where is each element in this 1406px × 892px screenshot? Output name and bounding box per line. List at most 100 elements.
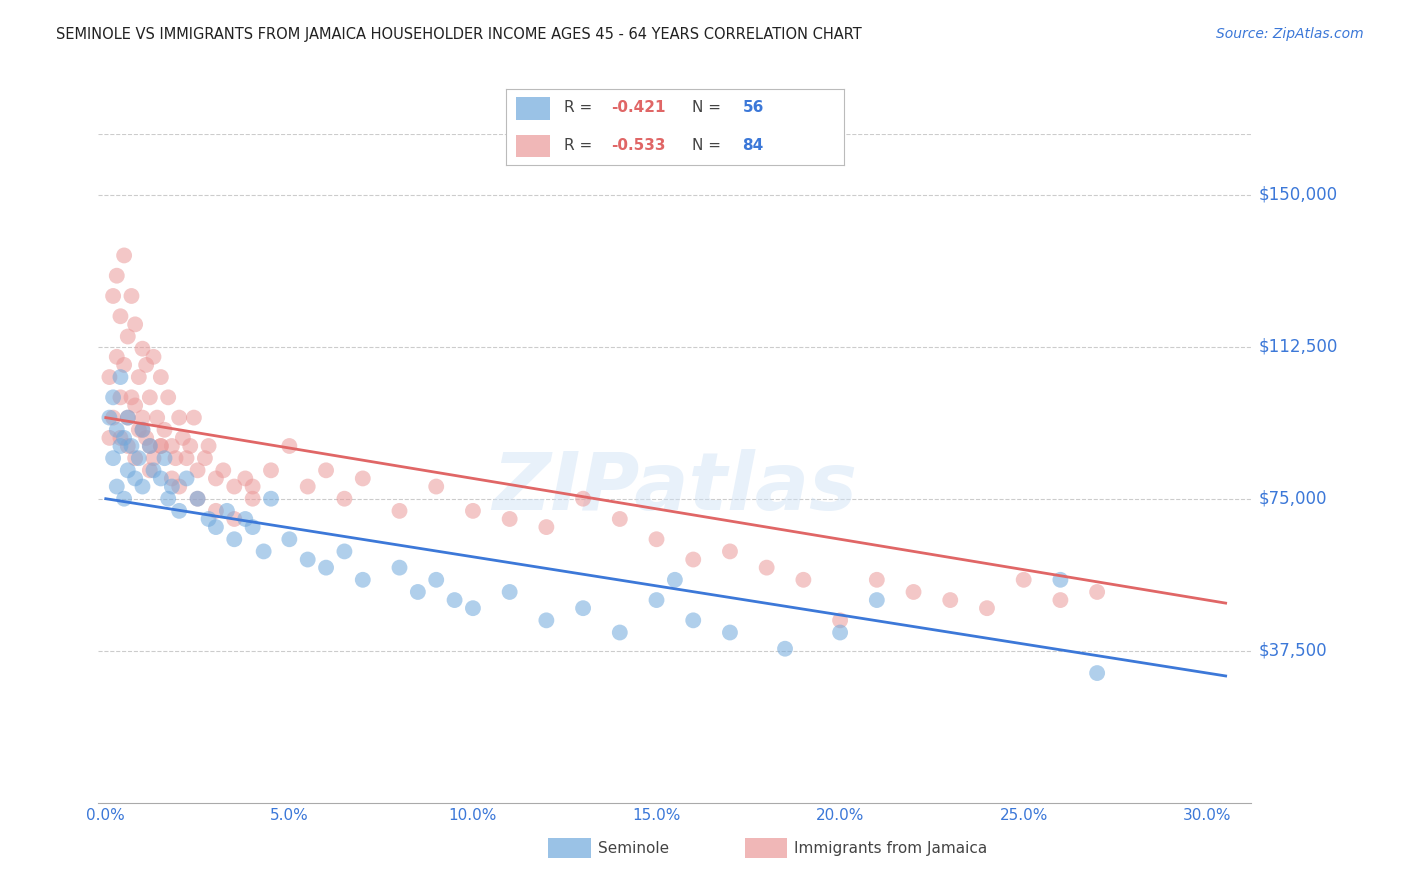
Point: [278, 533, 301, 547]
Point: [117, 410, 139, 425]
Point: [645, 593, 668, 607]
Point: [101, 410, 124, 425]
Point: [112, 358, 135, 372]
Point: [498, 512, 520, 526]
Point: [333, 544, 356, 558]
Point: [117, 329, 139, 343]
Point: [215, 504, 238, 518]
Point: [131, 423, 153, 437]
Point: [682, 613, 704, 627]
Text: $112,500: $112,500: [1258, 338, 1337, 356]
Text: $75,000: $75,000: [1258, 490, 1327, 508]
Point: [128, 423, 150, 437]
Point: [315, 560, 337, 574]
Point: [160, 479, 183, 493]
Point: [139, 439, 162, 453]
Point: [165, 451, 187, 466]
Point: [149, 471, 172, 485]
Text: -0.421: -0.421: [610, 100, 665, 115]
Point: [260, 491, 283, 506]
Text: R =: R =: [564, 100, 596, 115]
Point: [149, 439, 172, 453]
Point: [142, 350, 165, 364]
Text: SEMINOLE VS IMMIGRANTS FROM JAMAICA HOUSEHOLDER INCOME AGES 45 - 64 YEARS CORREL: SEMINOLE VS IMMIGRANTS FROM JAMAICA HOUS…: [56, 27, 862, 42]
Point: [121, 289, 143, 303]
Point: [105, 423, 128, 437]
Point: [98, 410, 121, 425]
Point: [233, 512, 256, 526]
Text: Seminole: Seminole: [598, 841, 669, 855]
Point: [224, 533, 246, 547]
Point: [1012, 573, 1035, 587]
Point: [352, 471, 374, 485]
Bar: [745, 838, 787, 858]
Point: [792, 573, 814, 587]
Point: [139, 463, 162, 477]
Point: [609, 512, 631, 526]
Bar: [548, 838, 591, 858]
Point: [260, 463, 283, 477]
Point: [105, 479, 128, 493]
Point: [110, 370, 132, 384]
Point: [406, 585, 429, 599]
Point: [388, 504, 411, 518]
Bar: [516, 97, 550, 120]
Point: [110, 310, 132, 324]
Point: [160, 439, 183, 453]
Point: [224, 479, 246, 493]
Point: [124, 399, 146, 413]
Point: [157, 390, 180, 404]
Point: [124, 318, 146, 332]
Point: [112, 491, 135, 506]
Point: [315, 463, 337, 477]
Point: [197, 512, 219, 526]
Point: [98, 431, 121, 445]
Point: [830, 613, 852, 627]
Point: [461, 504, 484, 518]
Point: [146, 410, 169, 425]
Point: [425, 479, 447, 493]
Point: [224, 512, 246, 526]
Point: [131, 342, 153, 356]
Point: [101, 390, 124, 404]
Point: [153, 423, 176, 437]
Point: [242, 479, 264, 493]
Point: [609, 625, 631, 640]
Point: [149, 370, 172, 384]
Point: [333, 491, 356, 506]
Text: N =: N =: [692, 100, 725, 115]
Point: [498, 585, 520, 599]
Point: [110, 390, 132, 404]
Point: [866, 593, 889, 607]
Point: [278, 439, 301, 453]
Point: [135, 358, 157, 372]
Point: [167, 504, 190, 518]
Point: [443, 593, 465, 607]
Point: [866, 573, 889, 587]
Point: [976, 601, 998, 615]
Text: N =: N =: [692, 137, 725, 153]
Bar: [516, 135, 550, 158]
Point: [117, 463, 139, 477]
Point: [121, 439, 143, 453]
Point: [157, 491, 180, 506]
Point: [121, 390, 143, 404]
Point: [149, 439, 172, 453]
Point: [755, 560, 778, 574]
Point: [242, 520, 264, 534]
Point: [110, 439, 132, 453]
Point: [187, 491, 209, 506]
Text: -0.533: -0.533: [610, 137, 665, 153]
Point: [142, 451, 165, 466]
Point: [105, 350, 128, 364]
Point: [176, 471, 198, 485]
Point: [98, 370, 121, 384]
Point: [131, 423, 153, 437]
Text: 56: 56: [742, 100, 763, 115]
Point: [167, 410, 190, 425]
Text: $150,000: $150,000: [1258, 186, 1337, 203]
Point: [572, 601, 595, 615]
Point: [1085, 585, 1108, 599]
Point: [128, 370, 150, 384]
Point: [139, 439, 162, 453]
